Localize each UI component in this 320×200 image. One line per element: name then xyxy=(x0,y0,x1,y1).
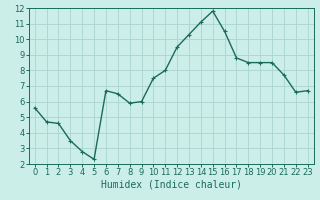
X-axis label: Humidex (Indice chaleur): Humidex (Indice chaleur) xyxy=(101,180,242,190)
